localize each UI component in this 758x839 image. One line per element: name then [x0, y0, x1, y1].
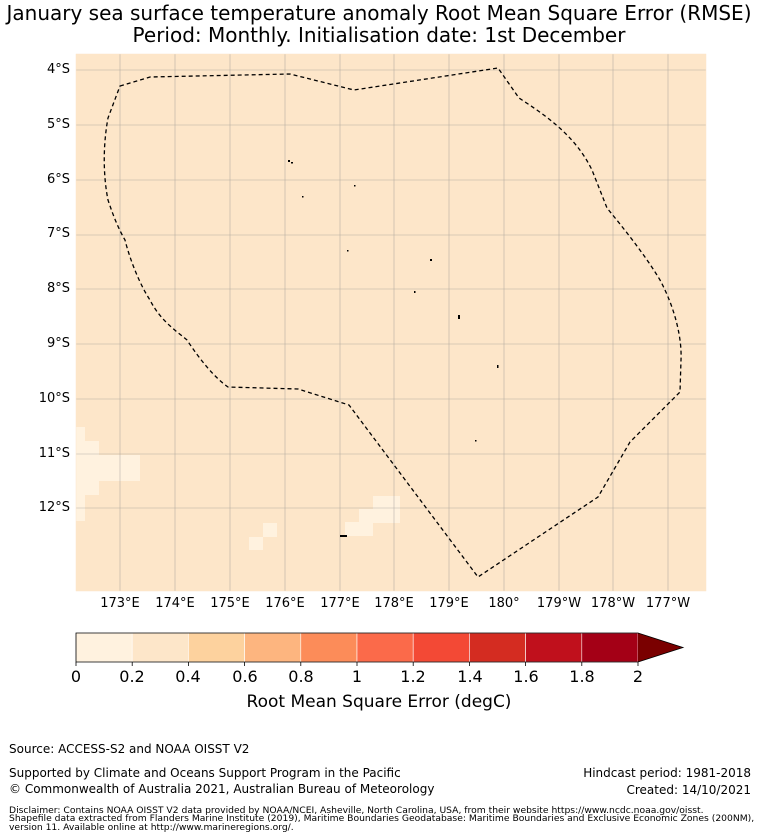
lon-label-178w: 178°W [590, 596, 636, 611]
disclaimer-line3: version 11. Available online at http://w… [9, 822, 294, 833]
lon-label-178e: 178°E [374, 596, 414, 611]
colorbar-tick-0-8: 0.8 [288, 667, 314, 686]
lon-label-177e: 177°E [320, 596, 360, 611]
colorbar-segment-4 [300, 632, 358, 663]
lat-label-7s: 7°S [46, 226, 70, 241]
colorbar-segment-5 [356, 632, 414, 663]
map-figure [75, 53, 707, 666]
lat-label-12s: 12°S [38, 500, 70, 515]
colorbar-frame [75, 632, 685, 663]
lat-label-10s: 10°S [38, 391, 70, 406]
created-date: Created: 14/10/2021 [626, 783, 751, 797]
map-frame [75, 53, 707, 592]
hindcast-period: Hindcast period: 1981-2018 [583, 766, 751, 780]
colorbar [75, 632, 685, 666]
colorbar-tick-1-2: 1.2 [400, 667, 426, 686]
colorbar-segment-6 [412, 632, 470, 663]
lon-label-179w: 179°W [536, 596, 582, 611]
lat-label-8s: 8°S [46, 281, 70, 296]
lat-label-9s: 9°S [46, 336, 70, 351]
lat-label-11s: 11°S [38, 446, 70, 461]
lat-label-6s: 6°S [46, 172, 70, 187]
lon-label-173e: 173°E [100, 596, 140, 611]
colorbar-segment-1 [131, 632, 189, 663]
map-title-line1: January sea surface temperature anomaly … [6, 1, 752, 25]
colorbar-tick-1-8: 1.8 [569, 667, 595, 686]
islands [288, 160, 499, 537]
colorbar-tick-0-6: 0.6 [232, 667, 258, 686]
lon-label-175e: 175°E [210, 596, 250, 611]
lon-label-174e: 174°E [155, 596, 195, 611]
lat-label-4s: 4°S [46, 62, 70, 77]
colorbar-tick-0-4: 0.4 [175, 667, 201, 686]
colorbar-tick-0: 0 [70, 667, 82, 686]
lon-label-176e: 176°E [265, 596, 305, 611]
map-title-line2: Period: Monthly. Initialisation date: 1s… [132, 23, 626, 47]
disclaimer-line2: Shapefile data extracted from Flanders M… [9, 813, 755, 824]
colorbar-segment-0 [75, 632, 133, 663]
lat-label-5s: 5°S [46, 117, 70, 132]
copyright-text: © Commonwealth of Australia 2021, Austra… [9, 782, 435, 796]
lon-label-180: 180° [488, 596, 520, 611]
colorbar-label: Root Mean Square Error (degC) [246, 692, 512, 712]
disclaimer-line1: Disclaimer: Contains NOAA OISST V2 data … [9, 805, 704, 816]
colorbar-tick-0-2: 0.2 [119, 667, 145, 686]
lon-label-177w: 177°W [645, 596, 691, 611]
lon-label-179e: 179°E [429, 596, 469, 611]
graticule [76, 54, 706, 591]
colorbar-segment-3 [244, 632, 302, 663]
colorbar-tick-1-6: 1.6 [513, 667, 539, 686]
source-text: Source: ACCESS-S2 and NOAA OISST V2 [9, 742, 250, 756]
light-rmse-cells [76, 427, 400, 550]
colorbar-segment-8 [525, 632, 583, 663]
support-text: Supported by Climate and Oceans Support … [9, 766, 401, 780]
colorbar-segment-9 [581, 632, 639, 663]
colorbar-extend-arrow [638, 633, 683, 662]
colorbar-tick-1: 1 [351, 667, 363, 686]
colorbar-segment-7 [469, 632, 526, 663]
colorbar-tick-2: 2 [632, 667, 644, 686]
colorbar-tick-1-4: 1.4 [457, 667, 483, 686]
colorbar-segment-2 [188, 632, 245, 663]
